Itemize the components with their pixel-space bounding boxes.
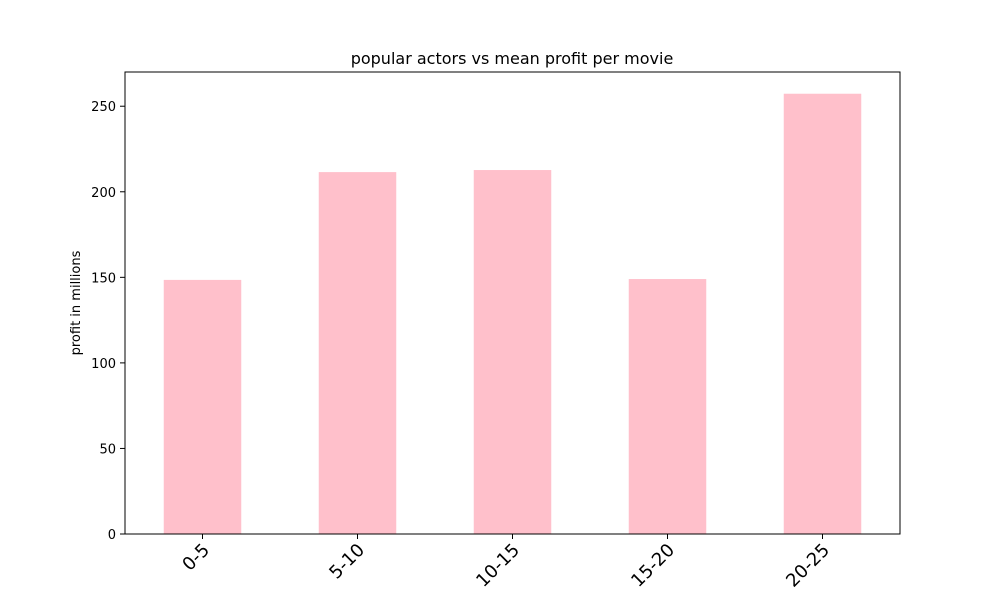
- y-tick-label: 100: [91, 357, 116, 372]
- chart-title: popular actors vs mean profit per movie: [351, 49, 674, 68]
- bar-15-20: [628, 279, 707, 534]
- y-tick-label: 0: [108, 528, 116, 543]
- plot-frame: [124, 71, 901, 535]
- bar-20-25: [783, 93, 862, 534]
- y-tick-label: 50: [99, 442, 116, 457]
- y-tick-label: 200: [91, 186, 116, 201]
- bar-5-10: [318, 172, 397, 534]
- x-tick-label: 15-20: [627, 540, 679, 592]
- y-axis-ticks: 0 50 100 150 200 250: [91, 100, 125, 543]
- x-tick-label: 20-25: [782, 540, 834, 592]
- x-tick-label: 10-15: [472, 540, 524, 592]
- bars-group: [163, 93, 862, 534]
- x-axis-ticks: 0-5 5-10 10-15 15-20 20-25: [178, 534, 834, 592]
- x-tick-label: 0-5: [178, 540, 214, 576]
- y-tick-label: 150: [91, 271, 116, 286]
- y-axis-label: profit in millions: [69, 250, 84, 355]
- y-tick-label: 250: [91, 100, 116, 115]
- x-tick-label: 5-10: [325, 540, 369, 584]
- bar-10-15: [473, 170, 552, 534]
- bar-0-5: [163, 279, 242, 534]
